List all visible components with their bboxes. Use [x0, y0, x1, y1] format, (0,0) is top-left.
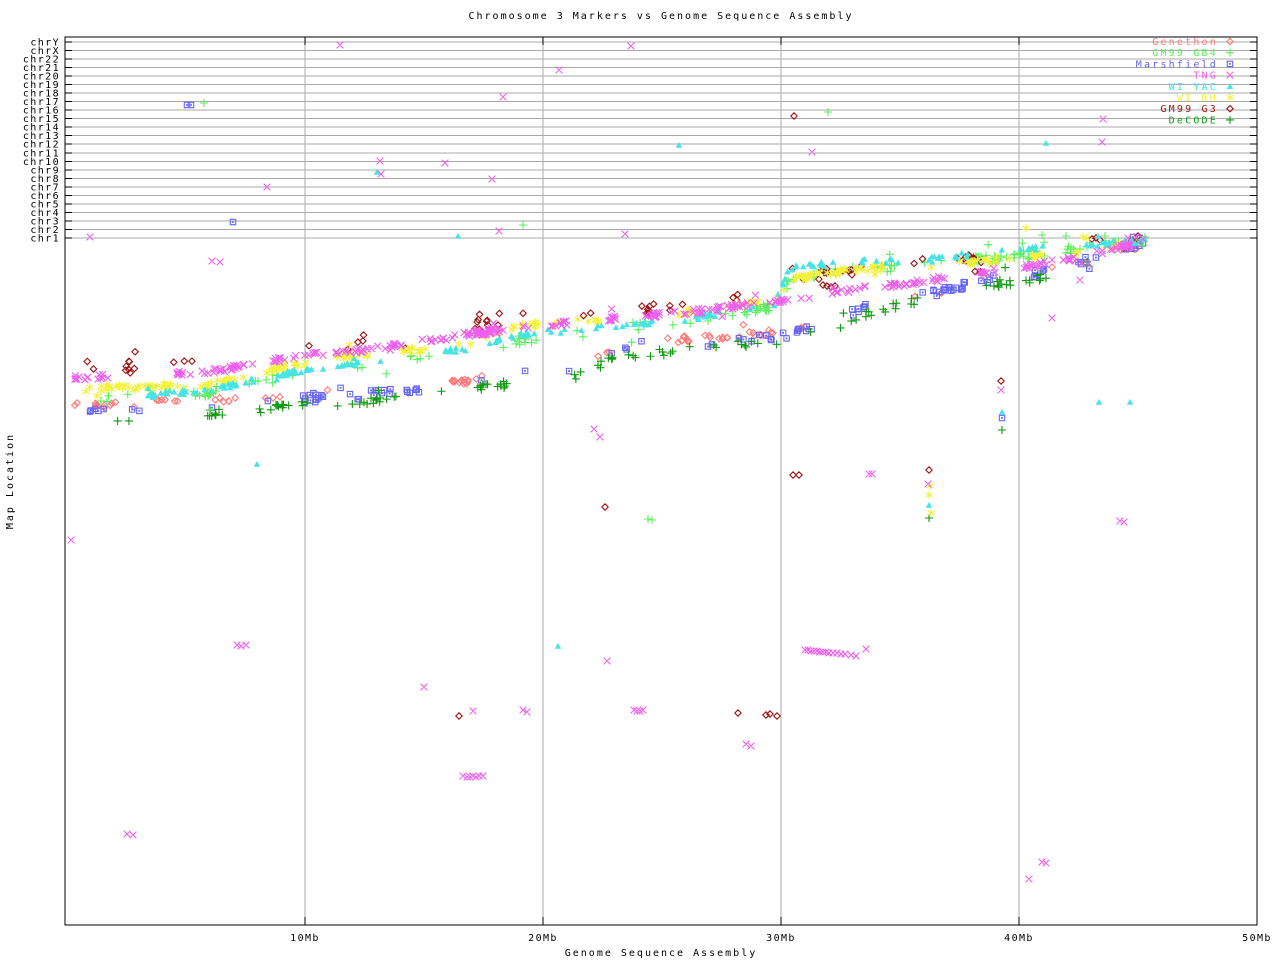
y-tick-label-chr4: chr4 [30, 208, 60, 219]
legend-item-gm99-g3: GM99 G3 [1160, 104, 1234, 115]
x-tick-label-30Mb: 30Mb [766, 933, 796, 944]
x-tick-label-50Mb: 50Mb [1242, 933, 1272, 944]
y-tick-label-chr15: chr15 [23, 114, 60, 125]
legend-marker-plus-icon [1225, 115, 1235, 124]
legend-item-tng: TNG [1193, 71, 1234, 82]
legend-marker-plus-icon [1225, 48, 1235, 57]
series-tng [67, 41, 1147, 883]
y-tick-label-chrY: chrY [30, 38, 60, 49]
y-tick-label-chr16: chr16 [23, 106, 60, 117]
y-tick-label-chr9: chr9 [30, 165, 60, 176]
legend-marker-triangle-icon [1226, 83, 1234, 89]
series-gm99-gb4 [96, 98, 1149, 525]
legend-marker-star-icon [1226, 93, 1234, 102]
legend-item-wi-rh: WI RH [1177, 93, 1234, 104]
y-tick-label-chr12: chr12 [23, 140, 60, 151]
legend-label: GM99 G3 [1160, 104, 1218, 115]
legend-marker-diamond-icon [1226, 37, 1234, 46]
axes [64, 36, 1258, 926]
y-axis-label: Map Location [5, 433, 16, 529]
y-tick-label-chr17: chr17 [23, 97, 60, 108]
y-tick-label-chr14: chr14 [23, 123, 60, 134]
x-tick-label-10Mb: 10Mb [290, 933, 320, 944]
x-tick-labels: 10Mb 20Mb 30Mb 40Mb 50Mb [290, 933, 1272, 944]
y-tick-label-chr20: chr20 [23, 72, 60, 83]
legend-label: DeCODE [1169, 115, 1218, 126]
y-tick-label-chr2: chr2 [30, 225, 60, 236]
y-tick-label-chr22: chr22 [23, 55, 60, 66]
legend-label: WI RH [1177, 93, 1218, 104]
legend-marker-squaredot-icon [1229, 63, 1231, 65]
x-tick-label-20Mb: 20Mb [528, 933, 558, 944]
legend-label: GM99 GB4 [1152, 48, 1218, 59]
legend-item-marshfield: Marshfield [1136, 59, 1234, 70]
series-wi-yac [144, 139, 1148, 649]
x-axis-label: Genome Sequence Assembly [565, 948, 758, 959]
y-tick-label-chr1: chr1 [30, 233, 60, 244]
legend-marker-diamond-icon [1226, 104, 1234, 113]
y-tick-label-chr7: chr7 [30, 182, 60, 193]
y-tick-label-chr10: chr10 [23, 157, 60, 168]
legend-item-genethon: Genethon [1152, 37, 1234, 48]
plot-title: Chromosome 3 Markers vs Genome Sequence … [469, 11, 854, 22]
gridlines [65, 37, 1257, 925]
legend-label: Marshfield [1136, 59, 1218, 70]
data-series [67, 41, 1149, 883]
y-tick-label-chr11: chr11 [23, 148, 60, 159]
y-tick-label-chrX: chrX [30, 46, 60, 57]
legend-item-gm99-gb4: GM99 GB4 [1152, 48, 1235, 59]
y-tick-label-chr18: chr18 [23, 89, 60, 100]
x-tick-label-40Mb: 40Mb [1004, 933, 1034, 944]
chromosome-tick-labels: chrYchrXchr22chr21chr20chr19chr18chr17ch… [23, 38, 60, 245]
y-tick-label-chr5: chr5 [30, 199, 60, 210]
y-tick-label-chr8: chr8 [30, 174, 60, 185]
legend-marker-x-icon [1226, 71, 1234, 79]
legend-label: TNG [1193, 71, 1218, 82]
legend-item-decode: DeCODE [1169, 115, 1235, 126]
y-tick-label-chr6: chr6 [30, 191, 60, 202]
y-tick-label-chr3: chr3 [30, 216, 60, 227]
y-tick-label-chr21: chr21 [23, 63, 60, 74]
legend-label: WI YAC [1169, 82, 1218, 93]
legend-label: Genethon [1152, 37, 1218, 48]
series-decode [113, 258, 1092, 523]
series-wi-rh [82, 223, 1131, 518]
y-tick-label-chr19: chr19 [23, 80, 60, 91]
legend-marker-squaredot-icon [1226, 60, 1234, 68]
legend-item-wi-yac: WI YAC [1169, 82, 1234, 93]
y-tick-label-chr13: chr13 [23, 131, 60, 142]
